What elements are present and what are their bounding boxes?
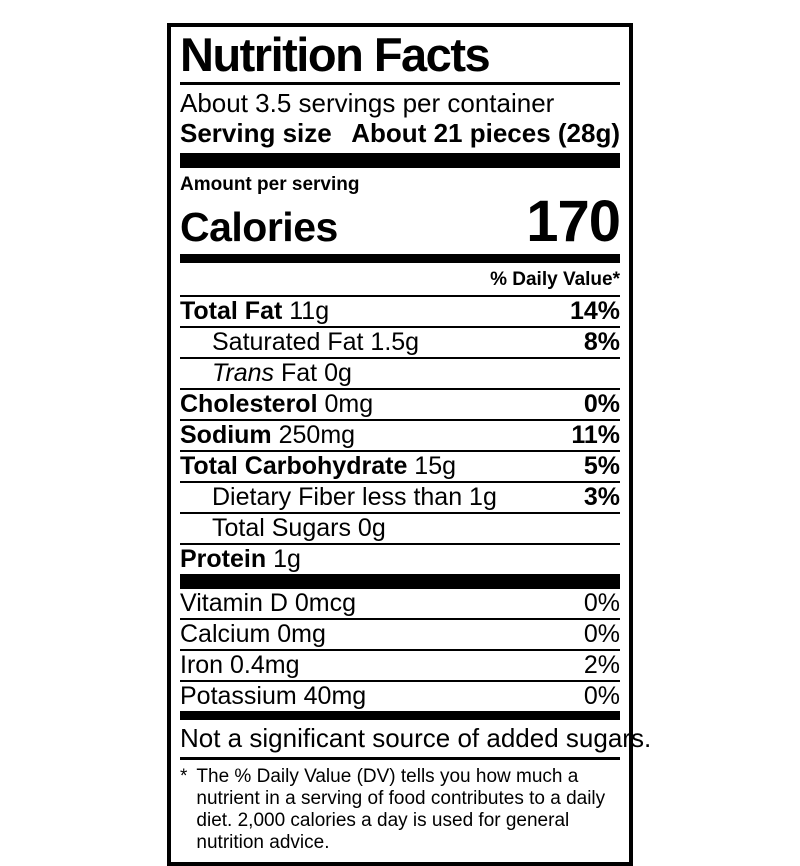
nutrient-row-protein: Protein 1g — [180, 543, 620, 574]
serving-size-row: Serving size About 21 pieces (28g) — [180, 118, 620, 153]
nutrient-dv: 5% — [583, 452, 620, 481]
nutrient-dv: 0% — [583, 390, 620, 419]
nutrient-row-total-sugars: Total Sugars 0g — [180, 512, 620, 543]
vitamin-row-potassium: Potassium 40mg 0% — [180, 680, 620, 711]
not-significant-note: Not a significant source of added sugars… — [180, 723, 652, 754]
nutrient-dv: 3% — [583, 483, 620, 512]
vitamin-name: Calcium 0mg — [180, 620, 326, 649]
nutrient-row-sodium: Sodium 250mg 11% — [180, 419, 620, 450]
nutrient-name: Dietary Fiber less than 1g — [212, 483, 497, 512]
nutrient-row-cholesterol: Cholesterol 0mg 0% — [180, 388, 620, 419]
section-bar-thick-top — [180, 152, 620, 168]
nutrient-name: Total Fat 11g — [180, 297, 330, 326]
vitamin-row-vitamin-d: Vitamin D 0mcg 0% — [180, 589, 620, 618]
footnote-text: The % Daily Value (DV) tells you how muc… — [196, 766, 606, 854]
serving-size-label: Serving size — [180, 117, 332, 148]
vitamin-name: Iron 0.4mg — [180, 651, 300, 680]
section-bar-thick-vitamins — [180, 574, 620, 590]
nutrient-name: Saturated Fat 1.5g — [212, 328, 420, 357]
daily-value-header: % Daily Value* — [490, 269, 620, 291]
nutrient-name: Cholesterol 0mg — [180, 390, 374, 419]
footnote-divider — [180, 757, 620, 761]
nutrient-row-saturated-fat: Saturated Fat 1.5g 8% — [180, 326, 620, 357]
section-bar-medium-calories — [180, 254, 620, 264]
vitamin-dv: 0% — [583, 620, 620, 649]
nutrient-row-trans-fat: Trans Fat 0g — [180, 357, 620, 388]
nutrient-row-total-fat: Total Fat 11g 14% — [180, 295, 620, 326]
title-divider — [180, 81, 620, 85]
servings-per-container: About 3.5 servings per container — [180, 87, 555, 118]
nutrient-name: Trans Fat 0g — [212, 359, 352, 388]
vitamin-dv: 0% — [583, 682, 620, 711]
nutrient-row-total-carbohydrate: Total Carbohydrate 15g 5% — [180, 450, 620, 481]
serving-size-value: About 21 pieces (28g) — [351, 117, 620, 148]
nutrient-dv: 8% — [583, 328, 620, 357]
vitamin-name: Potassium 40mg — [180, 682, 367, 711]
vitamin-name: Vitamin D 0mcg — [180, 589, 356, 618]
daily-value-footnote: * The % Daily Value (DV) tells you how m… — [180, 760, 620, 854]
nutrient-dv: 11% — [571, 421, 620, 450]
nutrient-name: Sodium 250mg — [180, 421, 356, 450]
calories-row: Calories 170 — [180, 188, 621, 254]
nutrient-name: Protein 1g — [180, 545, 301, 574]
label-title: Nutrition Facts — [180, 28, 491, 81]
nutrient-name: Total Sugars 0g — [212, 514, 386, 543]
vitamin-dv: 2% — [583, 651, 620, 680]
nutrition-facts-label: Nutrition Facts About 3.5 servings per c… — [167, 23, 652, 866]
section-bar-medium-bottom — [180, 711, 620, 721]
nutrient-name: Total Carbohydrate 15g — [180, 452, 457, 481]
vitamin-dv: 0% — [583, 589, 620, 618]
vitamin-row-calcium: Calcium 0mg 0% — [180, 618, 620, 649]
calories-label: Calories — [180, 203, 338, 250]
calories-value: 170 — [526, 188, 621, 254]
footnote-asterisk: * — [180, 766, 188, 788]
nutrient-dv: 14% — [569, 297, 620, 326]
nutrient-row-dietary-fiber: Dietary Fiber less than 1g 3% — [180, 481, 620, 512]
page-background: Nutrition Facts About 3.5 servings per c… — [0, 23, 800, 866]
amount-per-serving-label: Amount per serving — [180, 173, 360, 195]
vitamin-row-iron: Iron 0.4mg 2% — [180, 649, 620, 680]
